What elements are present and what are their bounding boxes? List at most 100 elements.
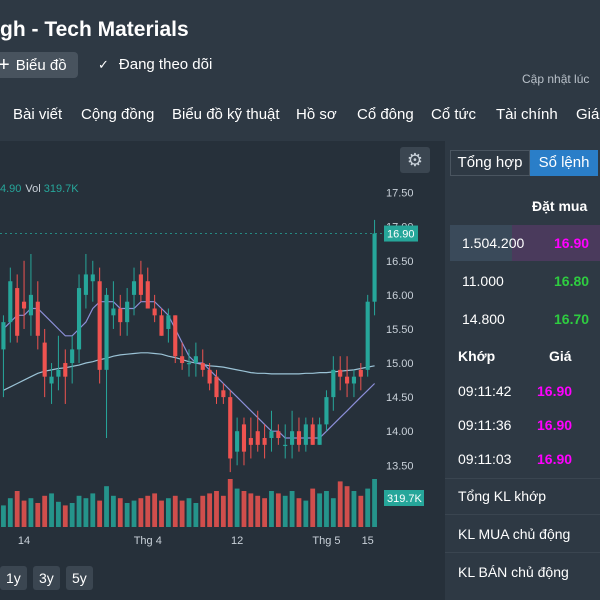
volume-bar (365, 488, 371, 527)
y-tick-label: 17.50 (386, 188, 414, 200)
nav-item-technical-chart[interactable]: Biểu đồ kỹ thuật (172, 106, 280, 123)
legend-price: 4.90 (0, 183, 22, 195)
match-row: 09:11:42 16.90 (458, 383, 572, 399)
range-5y[interactable]: 5y (66, 566, 93, 590)
match-row: 09:11:36 16.90 (458, 417, 572, 433)
volume-bar (62, 505, 68, 527)
candle-body (83, 274, 88, 295)
volume-bar (214, 491, 219, 527)
order-price: 16.70 (554, 311, 590, 327)
range-1y[interactable]: 1y (0, 566, 27, 590)
section-nav: Bài viết Cộng đồng Biểu đồ kỹ thuật Hồ s… (0, 90, 600, 140)
candle-body (255, 431, 260, 445)
volume-bar (262, 498, 268, 527)
nav-item-finance[interactable]: Tài chính (496, 106, 558, 123)
order-book-panel (445, 141, 600, 600)
candle-body (76, 288, 82, 350)
candle-body (310, 424, 315, 445)
candle-body (290, 431, 295, 445)
candle-body (152, 308, 157, 316)
volume-bar (241, 491, 247, 527)
candle-body (248, 438, 253, 445)
volume-bar (49, 493, 54, 527)
candle-body (21, 301, 27, 309)
volume-bar (7, 498, 13, 527)
candle-body (269, 431, 274, 439)
updated-label: Cập nhật lúc (522, 72, 590, 86)
candle-body (331, 369, 336, 398)
volume-bar (310, 488, 316, 527)
volume-bar (97, 500, 103, 527)
match-header: Khớp (458, 348, 496, 364)
chart-canvas[interactable]: 17.5017.0016.5016.0015.5015.0014.5014.00… (0, 141, 445, 600)
check-icon: ✓ (98, 56, 109, 72)
nav-item-shareholders[interactable]: Cổ đông (357, 106, 414, 123)
divider (445, 552, 600, 553)
volume-bar (110, 495, 116, 527)
volume-legend: 4.90 Vol 319.7K (0, 183, 79, 195)
match-price: 16.90 (537, 417, 573, 433)
divider (445, 478, 600, 479)
order-row: 11.000 16.80 (450, 263, 600, 299)
volume-bar (172, 495, 178, 527)
bid-depth-bar (512, 225, 600, 261)
active-buy-volume: KL MUA chủ động (458, 526, 571, 542)
candle-body (338, 369, 343, 377)
candle-body (35, 301, 40, 336)
range-3y[interactable]: 3y (33, 566, 60, 590)
tab-summary[interactable]: Tổng hợp (450, 150, 530, 176)
candle-body (235, 431, 240, 452)
candle-body (15, 288, 20, 336)
volume-bar (83, 498, 89, 527)
chart-button[interactable]: + Biểu đồ (0, 52, 78, 78)
candle-body (125, 301, 130, 323)
nav-item-posts[interactable]: Bài viết (13, 106, 63, 123)
candle-body (200, 363, 205, 370)
candle-body (276, 431, 281, 439)
volume-bar (330, 498, 336, 527)
tab-order-book[interactable]: Sổ lệnh (530, 150, 598, 176)
nav-item-price[interactable]: Giá (576, 106, 600, 123)
volume-bar (344, 486, 350, 527)
chart-button-label: Biểu đồ (15, 56, 67, 74)
price-chart[interactable]: 17.5017.0016.5016.0015.5015.0014.5014.00… (0, 141, 445, 600)
candle-body (303, 424, 308, 445)
watching-toggle[interactable]: ✓ Đang theo dõi (98, 56, 212, 73)
volume-bar (200, 495, 206, 527)
volume-bar (145, 495, 151, 527)
volume-bar (35, 503, 41, 527)
candle-body (186, 363, 192, 365)
volume-bar (104, 486, 109, 527)
candle-body (345, 376, 350, 384)
last-volume-label: 319.7K (387, 493, 423, 505)
match-time: 09:11:36 (458, 417, 512, 433)
gear-icon[interactable]: ⚙ (400, 147, 430, 173)
x-tick-label: 12 (231, 535, 243, 547)
y-tick-label: 16.50 (386, 256, 414, 268)
volume-bar (337, 481, 343, 527)
x-tick-label: 14 (18, 535, 30, 547)
x-tick-label: Thg 5 (312, 535, 340, 547)
volume-bar (296, 498, 302, 527)
nav-item-community[interactable]: Cộng đồng (81, 106, 155, 123)
volume-bar (255, 495, 261, 527)
legend-vol-value: 319.7K (43, 183, 79, 195)
candle-body (241, 424, 247, 452)
candle-body (131, 281, 137, 295)
nav-item-profile[interactable]: Hồ sơ (296, 106, 337, 123)
y-tick-label: 15.00 (386, 358, 414, 370)
watching-label: Đang theo dõi (118, 56, 213, 73)
volume-bar (131, 500, 137, 527)
active-sell-volume: KL BÁN chủ động (458, 564, 569, 580)
volume-bar (76, 495, 82, 527)
legend-vol-label: Vol (25, 183, 41, 195)
bid-header: Đặt mua (532, 198, 588, 214)
last-volume-tag (384, 490, 424, 506)
candle-body (42, 342, 47, 377)
volume-bar (42, 495, 48, 527)
volume-bar (269, 491, 274, 527)
candle-body (296, 431, 302, 445)
volume-bar (124, 503, 130, 527)
candle-body (324, 397, 329, 425)
nav-item-dividends[interactable]: Cổ tức (431, 106, 477, 123)
